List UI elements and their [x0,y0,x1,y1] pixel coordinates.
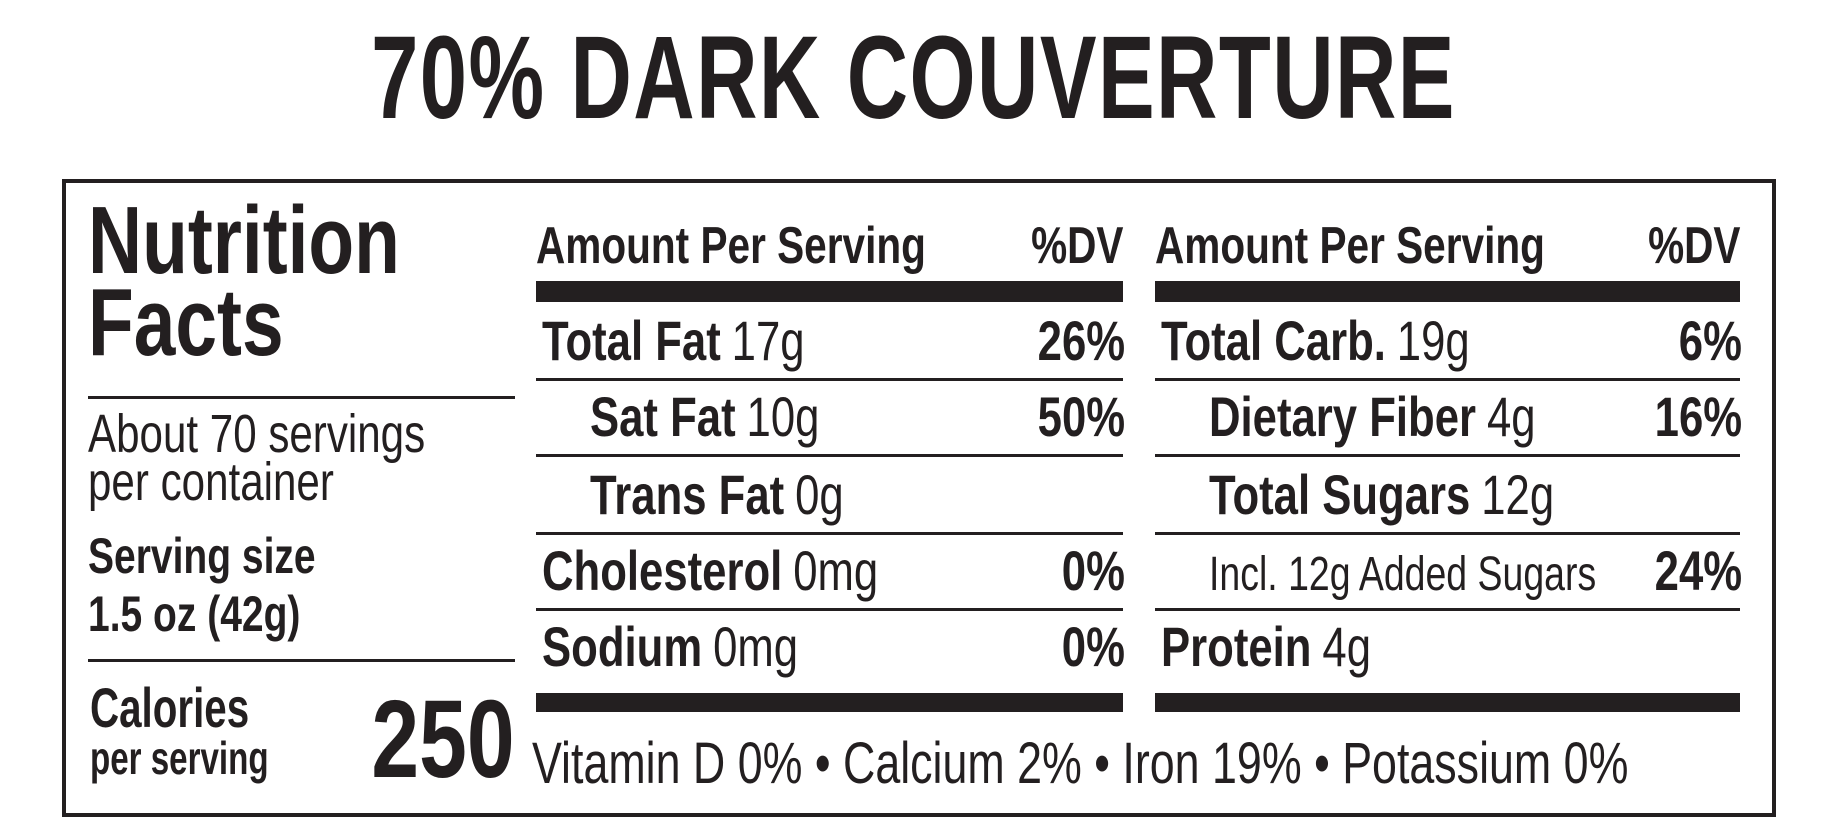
serving-size-value: 1.5 oz (42g) [88,586,301,642]
nutrient-name: Protein [1161,615,1312,678]
nutrient-row: Sat Fat 10g [590,382,819,452]
row-rule [536,378,1123,381]
column-header-dv: %DV [1030,217,1123,275]
nutrient-name: Trans Fat [590,463,785,526]
servings: About 70 servings [88,404,426,464]
nutrient-row: Dietary Fiber 4g [1209,382,1536,452]
nutrient-amount: 10g [746,385,820,448]
nutrient-name: Total Fat [542,309,721,372]
nutrient-dv: 24% [1654,539,1742,602]
column-header-dv: %DV [1647,217,1740,275]
nutrient-dv: 0% [1061,615,1125,678]
row-rule [536,532,1123,535]
nutrient-row: Trans Fat 0g [590,460,844,530]
nutrient-dv: 0% [1061,539,1125,602]
row-rule [1155,532,1740,535]
row-rule [536,608,1123,611]
thick-bar [536,693,1123,712]
nutrient-name: Total Sugars [1209,463,1471,526]
product-title: 70% DARK COUVERTURE [371,12,1456,144]
nutrient-amount: 12g [1481,463,1555,526]
nutrient-row: Protein 4g [1161,612,1371,682]
calories-value: 250 [371,678,515,801]
thick-bar [1155,281,1740,302]
row-rule [1155,378,1740,381]
nutrient-amount: 0mg [713,615,799,678]
nutrient-row: Total Carb. 19g [1161,306,1470,376]
nutrient-dv: 16% [1654,385,1742,448]
nutrient-amount: 4g [1322,615,1371,678]
heading: Nutrition [88,187,400,294]
column-header: Amount Per Serving [536,217,926,275]
nutrient-amount: 0g [795,463,844,526]
nutrient-dv: 6% [1678,309,1742,372]
nutrient-row: Incl. 12g Added Sugars [1209,536,1596,610]
row-rule [536,454,1123,457]
thick-bar [1155,693,1740,712]
nutrient-row: Total Sugars 12g [1209,460,1554,530]
serving-size-label: Serving size [88,528,316,584]
nutrient-amount: 4g [1486,385,1536,448]
divider [88,396,515,399]
row-rule [1155,454,1740,457]
heading: Facts [88,269,284,376]
nutrient-row: Total Fat 17g [542,306,805,376]
calories-label: per serving [90,732,269,784]
footer-vitamins: Vitamin D 0% • Calcium 2% • Iron 19% • P… [532,731,1629,796]
nutrient-row: Sodium 0mg [542,612,798,682]
divider [88,659,515,662]
nutrient-name: Sodium [542,615,703,678]
nutrient-row: Cholesterol 0mg [542,536,878,606]
nutrient-name: Total Carb. [1161,309,1386,372]
column-header: Amount Per Serving [1155,217,1545,275]
nutrient-amount: Incl. 12g Added Sugars [1209,548,1597,601]
calories-label: Calories [90,676,250,739]
nutrient-dv: 26% [1037,309,1125,372]
nutrient-name: Dietary Fiber [1209,385,1477,448]
nutrient-amount: 17g [731,309,805,372]
nutrient-name: Cholesterol [542,539,783,602]
nutrition-panel [62,179,1776,817]
nutrient-amount: 0mg [793,539,879,602]
nutrient-amount: 19g [1396,309,1470,372]
row-rule [1155,608,1740,611]
nutrient-name: Sat Fat [590,385,736,448]
nutrient-dv: 50% [1037,385,1125,448]
thick-bar [536,281,1123,302]
servings: per container [88,452,334,512]
